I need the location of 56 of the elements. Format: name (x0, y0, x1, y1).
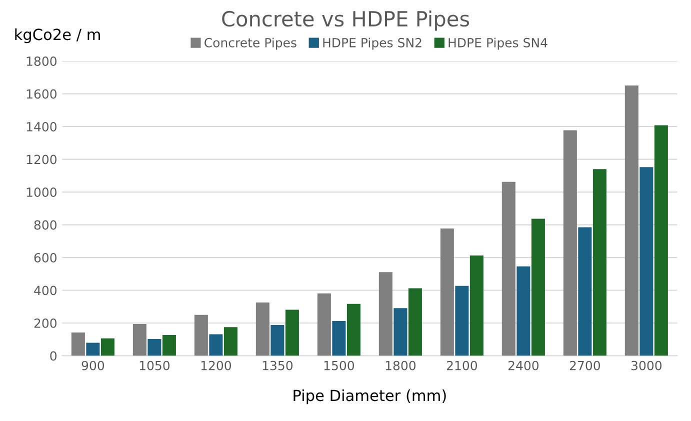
x-tick-label: 3000 (631, 360, 662, 370)
x-tick-label: 2700 (570, 360, 600, 370)
bar (132, 324, 146, 356)
bar (578, 227, 592, 356)
bar (516, 266, 530, 356)
y-tick-label: 1600 (26, 89, 56, 99)
bar (563, 130, 577, 356)
y-tick-label: 400 (34, 286, 56, 296)
y-tick-label: 1400 (26, 122, 56, 132)
bar (317, 293, 331, 356)
bar (531, 218, 545, 356)
bar (270, 324, 284, 356)
bar (346, 304, 360, 356)
y-tick-label: 800 (34, 220, 56, 230)
bar (394, 308, 408, 356)
bar (654, 125, 668, 356)
x-tick-label: 1350 (262, 360, 293, 370)
bar (332, 321, 346, 356)
bar (194, 314, 208, 356)
bar (162, 334, 176, 356)
bar (592, 169, 606, 356)
bar (378, 272, 392, 356)
bar (440, 228, 454, 356)
bar (224, 327, 238, 356)
x-axis-title: Pipe Diameter (mm) (294, 389, 446, 404)
bar (640, 167, 654, 356)
bar (71, 332, 85, 356)
x-tick-label: 2100 (446, 360, 478, 370)
bar (100, 338, 114, 356)
x-tick-label: 1200 (201, 360, 232, 370)
y-tick-label: 600 (34, 252, 56, 262)
bar (408, 288, 422, 356)
x-tick-label: 1050 (140, 360, 170, 370)
bar (502, 182, 516, 356)
bar (624, 85, 638, 356)
bar (455, 286, 469, 356)
bar (86, 342, 100, 356)
y-tick-label: 0 (50, 351, 56, 361)
bar (148, 339, 162, 356)
legend-label: HDPE Pipes SN2 (323, 38, 422, 50)
legend-label: Concrete Pipes (204, 38, 296, 50)
y-axis-title: kgCo2e / m (15, 28, 100, 44)
y-tick-label: 1200 (26, 154, 56, 164)
bar (285, 310, 299, 356)
x-tick-label: 1500 (324, 360, 354, 370)
bar (470, 256, 484, 356)
chart-title: Concrete vs HDPE Pipes (222, 10, 470, 31)
bar (209, 334, 223, 356)
legend-label: HDPE Pipes SN4 (448, 38, 548, 50)
y-tick-label: 200 (34, 318, 56, 328)
x-tick-label: 2400 (508, 360, 539, 370)
x-tick-label: 1800 (386, 360, 416, 370)
x-tick-label: 900 (82, 360, 104, 370)
bar (256, 302, 270, 356)
y-tick-label: 1800 (26, 56, 56, 66)
y-tick-label: 1000 (26, 187, 56, 197)
